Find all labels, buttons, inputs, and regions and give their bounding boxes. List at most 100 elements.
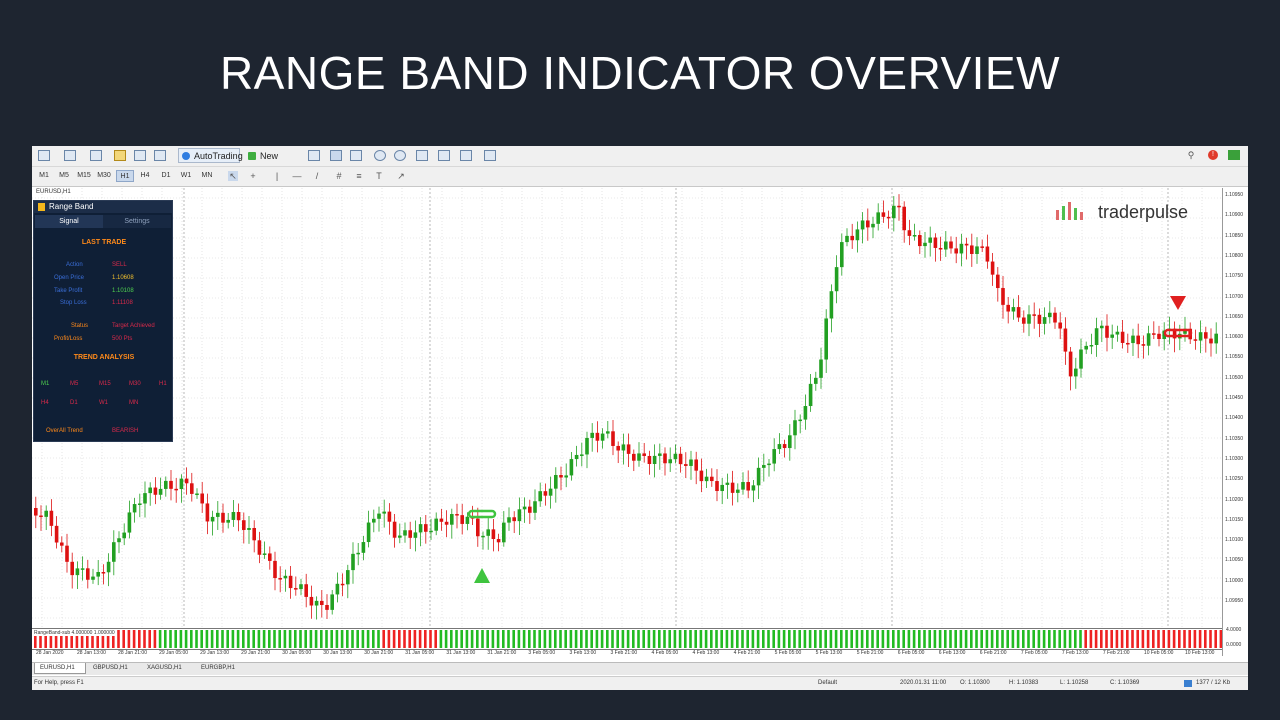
profit-loss-value: 500 Pts xyxy=(112,336,133,342)
candle-body xyxy=(845,235,849,243)
panel-header[interactable]: Range Band xyxy=(34,201,172,213)
timeframe-w1[interactable]: W1 xyxy=(180,172,192,179)
profiles-icon[interactable] xyxy=(64,150,76,161)
candle-body xyxy=(528,506,532,513)
indicator-bar xyxy=(1074,630,1077,648)
panel-title: Range Band xyxy=(49,202,94,211)
autotrading-icon xyxy=(182,152,190,160)
trendline-icon[interactable]: / xyxy=(315,171,319,181)
profile-name[interactable]: Default xyxy=(818,680,838,686)
status-open: O: 1.10300 xyxy=(960,680,990,686)
indicator-bar xyxy=(106,630,110,648)
indicator-bar xyxy=(320,630,323,648)
timeframe-h4[interactable]: H4 xyxy=(140,172,150,179)
indicator-bar xyxy=(543,630,547,648)
indicator-bar xyxy=(559,630,562,648)
zoom-in-icon[interactable] xyxy=(374,150,386,161)
tab-settings[interactable]: Settings xyxy=(103,215,171,228)
candle-body xyxy=(1084,345,1088,350)
indicator-bar xyxy=(372,630,375,648)
candle-body xyxy=(621,444,626,451)
indicator-bar xyxy=(1146,630,1150,648)
candle-body xyxy=(881,212,886,217)
timeframe-m1[interactable]: M1 xyxy=(39,172,49,179)
indicator-bar xyxy=(902,630,905,648)
tab-eurgbp[interactable]: EURGBP,H1 xyxy=(201,665,235,671)
action-value: SELL xyxy=(112,262,127,268)
new-order-button[interactable]: New Order xyxy=(244,148,298,176)
candle-body xyxy=(200,493,204,504)
candle-body xyxy=(699,470,704,482)
overall-trend-value: BEARISH xyxy=(112,428,139,434)
price-level-label: 1.10550 xyxy=(1225,354,1244,361)
indicator-bar xyxy=(200,630,203,648)
bar-chart-icon[interactable] xyxy=(308,150,320,161)
fibonacci-icon[interactable]: ≡ xyxy=(356,171,362,181)
tab-gbpusd[interactable]: GBPUSD,H1 xyxy=(93,665,128,671)
timeframe-mn[interactable]: MN xyxy=(201,172,213,179)
price-chart[interactable] xyxy=(32,188,1222,628)
time-label: 5 Feb 13:00 xyxy=(815,650,843,656)
zoom-out-icon[interactable] xyxy=(394,150,406,161)
timeframe-m5[interactable]: M5 xyxy=(59,172,69,179)
range-band-panel[interactable]: Range Band Signal Settings LAST TRADE Ac… xyxy=(33,200,173,442)
horizontal-line-icon[interactable]: — xyxy=(292,171,302,181)
candle-body xyxy=(283,575,288,579)
connection-status-icon xyxy=(1228,150,1240,160)
crosshair-icon[interactable]: + xyxy=(250,171,256,181)
candle-body xyxy=(517,509,522,522)
line-chart-icon[interactable] xyxy=(350,150,362,161)
candle-body xyxy=(299,584,303,590)
indicator-scale-bottom: 0.0000 xyxy=(1226,642,1242,648)
period-icon[interactable] xyxy=(484,150,496,161)
new-chart-icon[interactable] xyxy=(38,150,50,161)
vertical-line-icon[interactable]: | xyxy=(275,171,279,181)
timeframe-d1[interactable]: D1 xyxy=(161,172,171,179)
indicator-bar xyxy=(1053,630,1056,648)
indicator-bar xyxy=(522,630,526,648)
alert-icon[interactable]: ! xyxy=(1208,150,1218,160)
timeframe-h1[interactable]: H1 xyxy=(116,170,134,182)
indicator-bar xyxy=(606,630,609,648)
indicator-bar xyxy=(678,630,682,648)
indicator-bar xyxy=(585,630,588,648)
candle-body xyxy=(548,488,553,496)
text-tool-icon[interactable]: T xyxy=(376,171,382,181)
indicator-bar xyxy=(959,630,963,648)
cursor-icon[interactable]: ↖ xyxy=(228,171,238,181)
indicator-bar xyxy=(377,630,380,648)
tab-eurusd[interactable]: EURUSD,H1 xyxy=(34,663,86,674)
timeframe-m15[interactable]: M15 xyxy=(77,172,91,179)
indicator-bar xyxy=(356,630,359,648)
candle-body xyxy=(808,383,813,407)
indicator-bar xyxy=(1068,630,1072,648)
autoscroll-icon[interactable] xyxy=(460,150,472,161)
candle-body xyxy=(1022,317,1026,324)
candle-body xyxy=(44,510,48,517)
tab-signal[interactable]: Signal xyxy=(35,215,103,228)
indicator-bar xyxy=(756,630,760,648)
chart-symbol-label: EURUSD,H1 xyxy=(36,189,71,195)
search-icon[interactable]: ⚲ xyxy=(1187,150,1195,160)
slide-title: RANGE BAND INDICATOR OVERVIEW xyxy=(219,47,1061,99)
arrows-tool-icon[interactable]: ↗ xyxy=(397,171,405,181)
candle-body xyxy=(366,522,371,543)
candle-body xyxy=(174,488,178,491)
strategy-tester-icon[interactable] xyxy=(154,150,166,161)
timeframe-m30[interactable]: M30 xyxy=(97,172,111,179)
tab-xagusd[interactable]: XAGUSD,H1 xyxy=(147,665,182,671)
tile-windows-icon[interactable] xyxy=(416,150,428,161)
candlestick-icon[interactable] xyxy=(330,150,342,161)
market-watch-icon[interactable] xyxy=(90,150,102,161)
indicator-bar xyxy=(626,630,630,648)
channel-icon[interactable]: # xyxy=(336,171,342,181)
indicator-bar xyxy=(652,630,656,648)
candlestick-chart[interactable] xyxy=(32,188,1222,628)
candle-body xyxy=(413,532,418,538)
chart-shift-icon[interactable] xyxy=(438,150,450,161)
autotrading-button[interactable]: AutoTrading xyxy=(178,148,243,163)
candle-body xyxy=(257,540,262,555)
navigator-icon[interactable] xyxy=(114,150,126,161)
terminal-icon[interactable] xyxy=(134,150,146,161)
indicator-bar xyxy=(190,630,193,648)
